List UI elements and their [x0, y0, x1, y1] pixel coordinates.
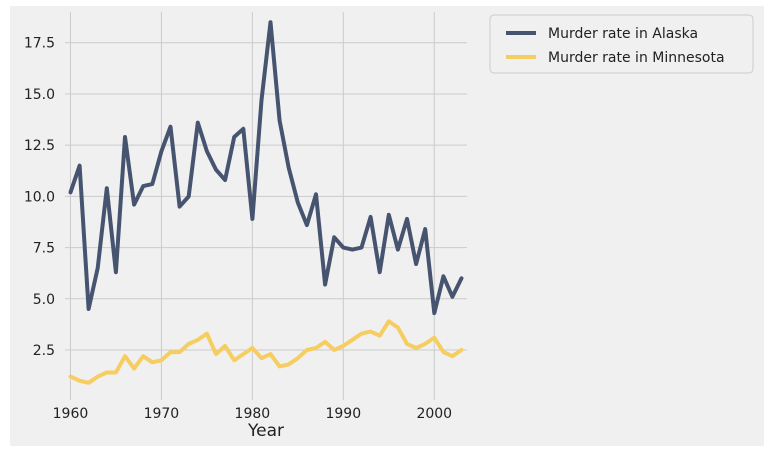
- legend-box: [489, 14, 754, 74]
- x-tick-label: 1970: [144, 406, 180, 422]
- x-tick-label: 1990: [325, 406, 361, 422]
- x-tick-label: 2000: [416, 406, 452, 422]
- y-tick-label: 12.5: [24, 138, 55, 154]
- legend-label: Murder rate in Alaska: [548, 26, 698, 42]
- y-tick-label: 2.5: [33, 343, 55, 359]
- series-lines: [68, 20, 464, 385]
- x-tick-label: 1980: [235, 406, 271, 422]
- y-tick-label: 15.0: [24, 87, 55, 103]
- y-tick-label: 10.0: [24, 189, 55, 205]
- y-tick-label: 17.5: [24, 36, 55, 52]
- x-axis-label: Year: [247, 421, 284, 441]
- y-tick-label: 7.5: [33, 241, 55, 257]
- y-tick-label: 5.0: [33, 292, 55, 308]
- series-line-minnesota: [68, 319, 464, 385]
- line-chart: 1960 1970 1980 1990 2000 2.5 5.0 7.5 10.0 12.5 15.…: [24, 12, 754, 441]
- x-tick-label: 1960: [53, 406, 89, 422]
- legend: Murder rate in Alaska Murder rate in Minn…: [489, 14, 754, 74]
- chart-figure: 1960 1970 1980 1990 2000 2.5 5.0 7.5 10.0 12.5 15.…: [10, 6, 764, 446]
- tick-labels: 1960 1970 1980 1990 2000 2.5 5.0 7.5 10.0 12.5 15.…: [24, 36, 452, 422]
- series-line-alaska: [68, 20, 464, 316]
- legend-label: Murder rate in Minnesota: [548, 50, 725, 66]
